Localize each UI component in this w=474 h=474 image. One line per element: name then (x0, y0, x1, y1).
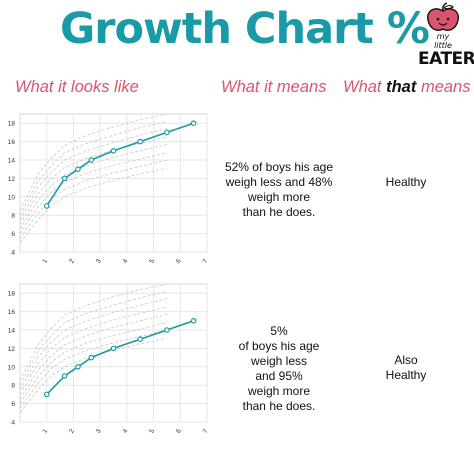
x-tick-label: 3 (95, 428, 103, 435)
percentile-curve (20, 128, 167, 220)
plot-area (19, 283, 208, 423)
percentile-curve (20, 337, 167, 414)
data-point (164, 327, 170, 333)
x-tick-label: 7 (202, 428, 210, 435)
y-tick-label: 12 (8, 346, 16, 353)
heading-part-what: What (343, 78, 387, 96)
x-tick-label: 3 (95, 258, 103, 265)
row-1-verdict: Healthy (361, 175, 451, 190)
percentile-curve (20, 136, 167, 225)
y-tick-label: 4 (11, 250, 15, 257)
description-line: 5% (270, 324, 288, 338)
x-tick-label: 6 (175, 428, 183, 435)
y-tick-label: 6 (11, 401, 15, 408)
column-heading-looks: What it looks like (15, 78, 139, 96)
x-tick-label: 6 (175, 258, 183, 265)
heading-emphasis-that: that (386, 78, 417, 96)
logo-text-my: my (436, 32, 450, 41)
percentile-curve (20, 306, 167, 395)
percentile-curve (20, 314, 167, 400)
verdict-line: Healthy (385, 368, 427, 382)
description-line: of boys his age (238, 339, 320, 353)
data-point (110, 345, 117, 352)
percentile-curve (20, 167, 167, 244)
description-line: weigh less (250, 354, 308, 368)
percentile-curve (20, 291, 167, 386)
x-tick-label: 5 (148, 428, 156, 435)
data-point (43, 391, 50, 398)
row-1-description: 52% of boys his age weigh less and 48% w… (209, 160, 349, 220)
x-tick-label: 4 (122, 258, 130, 265)
y-tick-label: 18 (8, 291, 16, 298)
verdict-line: Healthy (385, 175, 427, 189)
heading-part-means: means (416, 78, 471, 96)
y-tick-label: 6 (11, 231, 15, 238)
x-tick-label: 2 (68, 258, 76, 265)
percentile-curve (20, 152, 167, 234)
data-point (61, 175, 68, 182)
data-point (137, 336, 144, 342)
percentile-curve (20, 121, 167, 216)
x-tick-label: 2 (68, 428, 76, 435)
y-tick-label: 10 (8, 194, 16, 201)
data-point (88, 354, 95, 361)
data-point (88, 157, 95, 163)
description-line: 52% of boys his age (224, 160, 334, 174)
data-point (61, 373, 68, 379)
apple-icon (427, 2, 459, 31)
logo-text-little: little (434, 41, 452, 50)
y-tick-label: 8 (11, 213, 15, 220)
data-point (75, 166, 81, 172)
x-tick-label: 5 (148, 258, 156, 265)
y-tick-label: 12 (8, 176, 16, 183)
percentile-curve (20, 159, 167, 239)
logo-text-eater: EATER (418, 49, 474, 69)
percentile-curve (20, 298, 167, 390)
y-tick-label: 8 (11, 383, 15, 390)
description-line: than he does. (242, 205, 316, 219)
percentile-curve (20, 322, 167, 404)
description-line: weigh more (247, 384, 311, 398)
description-line: than he does. (242, 399, 316, 413)
brand-logo: my little EATER (418, 2, 474, 72)
data-point (110, 147, 117, 154)
y-tick-label: 16 (8, 139, 16, 146)
percentile-curve (20, 114, 167, 211)
y-tick-label: 4 (11, 420, 15, 427)
verdict-line: Also (394, 353, 418, 367)
x-tick-label: 1 (41, 258, 49, 265)
data-point (190, 120, 197, 127)
data-point (164, 129, 170, 136)
column-heading-means: What it means (221, 78, 327, 96)
x-tick-label: 1 (41, 428, 49, 435)
percentile-curve (20, 284, 167, 381)
x-tick-label: 7 (202, 258, 210, 265)
page-title: Growth Chart % (60, 4, 430, 54)
column-heading-that-means: What that means (343, 78, 470, 97)
y-tick-label: 14 (8, 158, 16, 165)
row-2-description: 5% of boys his age weigh less and 95% we… (209, 324, 349, 414)
row-2-verdict: Also Healthy (361, 353, 451, 383)
data-point (190, 317, 197, 324)
y-tick-label: 10 (8, 364, 16, 371)
percentile-curve (20, 329, 167, 409)
description-line: and 95% (255, 369, 303, 383)
y-tick-label: 14 (8, 328, 16, 335)
data-point (75, 364, 81, 370)
data-point (43, 203, 50, 209)
data-point (137, 138, 144, 145)
description-line: weigh less and 48% (225, 175, 333, 189)
description-line: weigh more (247, 190, 311, 204)
y-tick-label: 18 (8, 121, 16, 128)
x-tick-label: 4 (122, 428, 130, 435)
plot-area (19, 113, 208, 253)
y-tick-label: 16 (8, 309, 16, 316)
